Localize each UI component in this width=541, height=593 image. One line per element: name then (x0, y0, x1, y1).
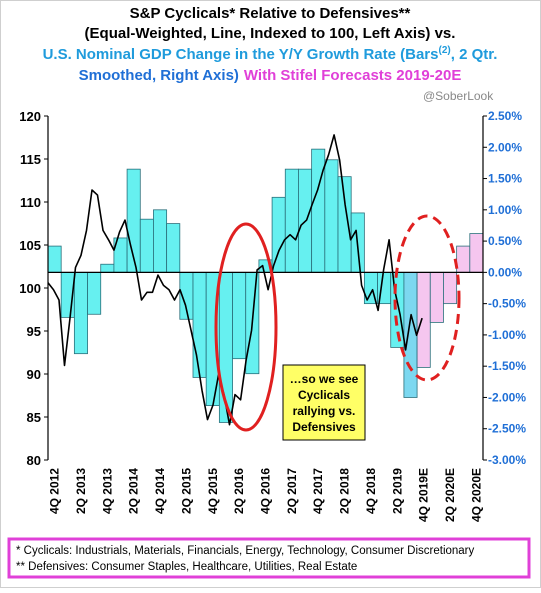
subtitle: Smoothed, Right Axis) With Stifel Forecas… (79, 67, 462, 84)
y-tick-label: 85 (27, 410, 41, 425)
annotation: …so we see (290, 372, 359, 386)
highlight-ellipse (214, 222, 278, 432)
x-tick-label: 2Q 2014 (127, 468, 141, 514)
watermark: @SoberLook (423, 89, 494, 103)
x-tick-label: 4Q 2012 (48, 468, 62, 514)
y2-tick-label: -2.50% (488, 422, 526, 436)
x-tick-label: 4Q 2018 (364, 468, 378, 514)
bar (100, 263, 115, 273)
x-tick-label: 4Q 2014 (153, 468, 167, 514)
annotation: rallying vs. (293, 404, 356, 418)
subtitle: U.S. Nominal GDP Change in the Y/Y Growt… (43, 45, 498, 63)
bar (324, 159, 339, 273)
bar (429, 271, 444, 323)
bar (469, 233, 484, 273)
footnote: ** Defensives: Consumer Staples, Healthc… (16, 561, 357, 573)
y-tick-label: 80 (27, 453, 41, 468)
y2-tick-label: -1.50% (488, 359, 526, 373)
bar (47, 245, 62, 273)
bar (271, 196, 286, 273)
x-tick-label: 4Q 2016 (259, 468, 273, 514)
bar (232, 271, 247, 360)
bar (284, 168, 299, 273)
y2-tick-label: 0.00% (488, 265, 522, 279)
y-tick-label: 90 (27, 367, 41, 382)
subtitle-part: Smoothed, Right Axis) (79, 67, 239, 84)
bar (139, 218, 154, 273)
x-tick-label: 4Q 2013 (100, 468, 114, 514)
x-tick-label: 4Q 2019E (417, 468, 431, 522)
footnote-box (7, 537, 531, 579)
y2-tick-label: 1.00% (488, 203, 522, 217)
chart-title: (Equal-Weighted, Line, Indexed to 100, L… (85, 25, 456, 42)
bar (192, 271, 207, 378)
forecast-ellipse (393, 214, 461, 382)
annotation: Defensives (292, 420, 356, 434)
annotation-box (282, 364, 366, 441)
y2-tick-label: 1.50% (488, 172, 522, 186)
x-tick-label: 2Q 2016 (232, 468, 246, 514)
subtitle-part: , 2 Qtr. (451, 46, 498, 63)
y2-tick-label: -1.00% (488, 328, 526, 342)
x-tick-label: 4Q 2015 (206, 468, 220, 514)
index-line (47, 134, 423, 426)
x-tick-label: 2Q 2019 (390, 468, 404, 514)
y-tick-label: 115 (20, 152, 41, 167)
y-tick-label: 100 (19, 281, 41, 296)
bar (166, 223, 181, 273)
subtitle-part: U.S. Nominal GDP Change in the Y/Y Growt… (43, 46, 439, 63)
bar (153, 209, 168, 273)
x-tick-label: 2Q 2017 (285, 468, 299, 514)
y2-tick-label: -3.00% (488, 453, 526, 467)
bar (311, 148, 326, 273)
x-tick-label: 4Q 2017 (311, 468, 325, 514)
x-tick-label: 2Q 2018 (338, 468, 352, 514)
footnote: * Cyclicals: Industrials, Materials, Fin… (16, 545, 475, 557)
x-tick-label: 2Q 2020E (443, 468, 457, 522)
bar (87, 271, 102, 315)
plot: 80 85 90 95 100 105 110 115 120 2.50% 2.00% 1.50% 1.… (19, 109, 526, 522)
y2-tick-label: 2.00% (488, 140, 522, 154)
x-tick-label: 2Q 2013 (74, 468, 88, 514)
y-tick-label: 110 (20, 195, 41, 210)
y2-tick-label: 2.50% (488, 109, 522, 123)
y2-tick-label: -2.00% (488, 390, 526, 404)
bar (416, 271, 431, 368)
bar (456, 245, 471, 273)
bar (73, 271, 88, 355)
chart-title: S&P Cyclicals* Relative to Defensives** (130, 5, 411, 22)
subtitle-sup: (2) (439, 45, 451, 56)
bar (403, 271, 418, 398)
y2-tick-label: -0.50% (488, 297, 526, 311)
bar (337, 176, 352, 273)
y-tick-label: 95 (27, 324, 41, 339)
bar (443, 271, 458, 305)
annotation: Cyclicals (298, 388, 350, 402)
y-tick-label: 120 (19, 109, 41, 124)
x-tick-label: 2Q 2015 (179, 468, 193, 514)
y2-tick-label: 0.50% (488, 234, 522, 248)
y-tick-label: 105 (19, 238, 41, 253)
x-tick-label: 4Q 2020E (469, 468, 483, 522)
subtitle-part: With Stifel Forecasts 2019-20E (244, 67, 461, 84)
